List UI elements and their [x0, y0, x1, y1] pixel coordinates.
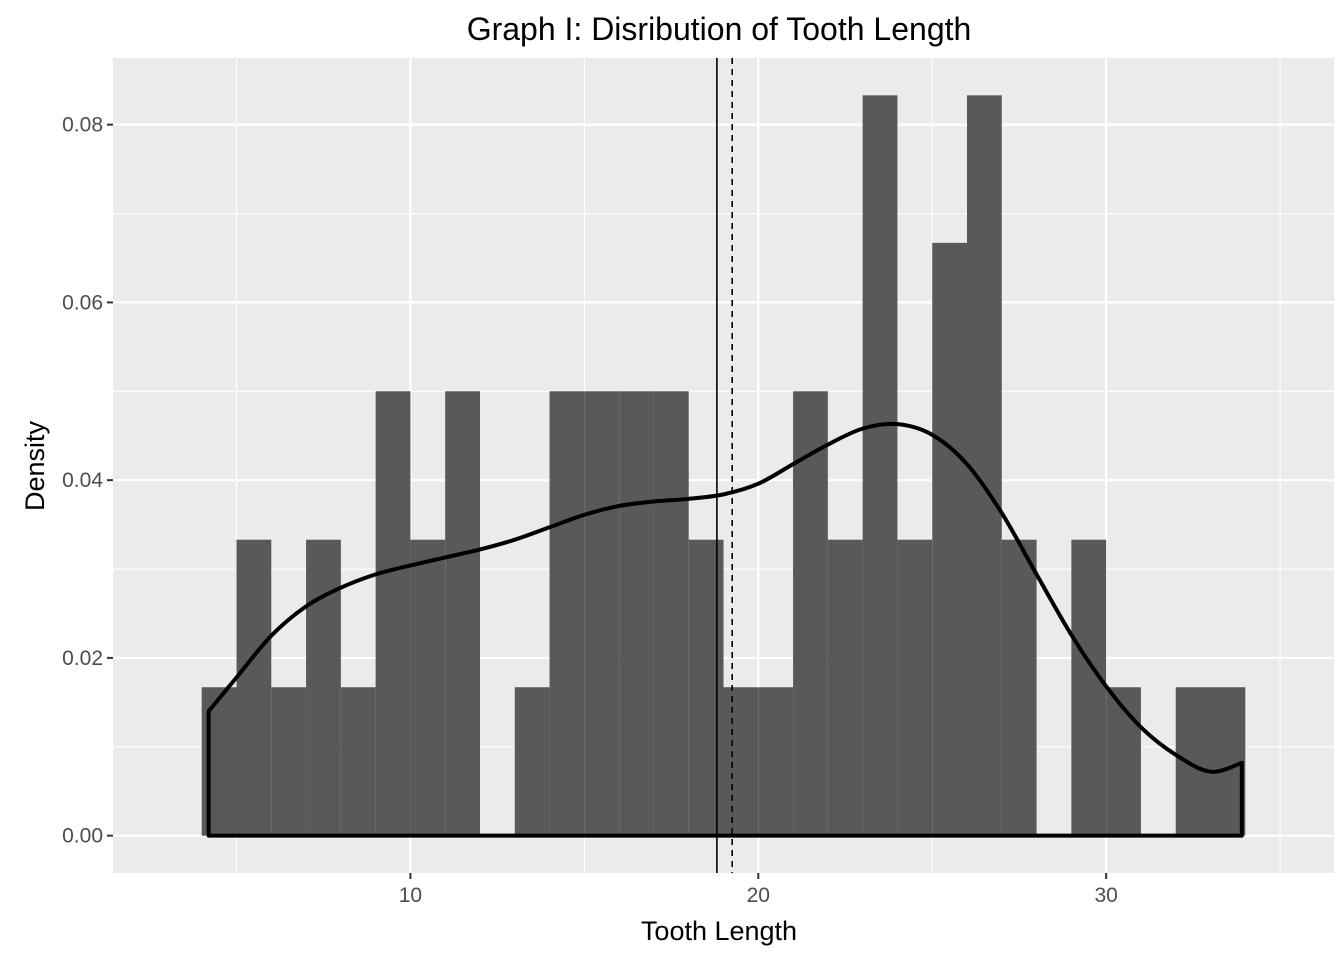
- y-tick-label: 0.02: [62, 647, 103, 670]
- y-axis-label: Density: [20, 420, 50, 511]
- y-tick-label: 0.04: [62, 469, 103, 492]
- histogram-bar: [897, 539, 933, 836]
- y-tick-label: 0.00: [62, 825, 103, 848]
- histogram-bar: [723, 687, 759, 836]
- histogram-bar: [793, 391, 828, 836]
- histogram-bar: [445, 391, 480, 836]
- histogram-bar: [375, 391, 411, 836]
- histogram-bar: [1175, 687, 1211, 836]
- histogram-bar: [653, 391, 689, 836]
- x-tick-label: 30: [1094, 884, 1117, 907]
- histogram-bar: [410, 539, 446, 836]
- histogram-bar: [758, 687, 794, 836]
- histogram-bar: [1001, 539, 1037, 836]
- histogram-bar: [932, 242, 968, 836]
- histogram-bar: [862, 95, 898, 836]
- chart-title: Graph I: Disribution of Tooth Length: [467, 11, 972, 47]
- histogram-bar: [306, 539, 341, 836]
- histogram-bar: [967, 95, 1002, 836]
- x-axis-label: Tooth Length: [641, 916, 797, 946]
- y-tick-label: 0.08: [62, 114, 103, 137]
- histogram-bars: [201, 95, 1246, 836]
- x-axis: 10 20 30: [399, 873, 1118, 907]
- histogram-bar: [271, 687, 307, 836]
- histogram-bar: [584, 391, 620, 836]
- histogram-bar: [340, 687, 376, 836]
- histogram-bar: [619, 391, 654, 836]
- histogram-bar: [1106, 687, 1141, 836]
- histogram-bar: [236, 539, 272, 836]
- density-curve: [206, 421, 1244, 838]
- histogram-bar: [549, 391, 585, 836]
- x-tick-label: 10: [399, 884, 422, 907]
- histogram-bar: [688, 539, 724, 836]
- histogram-bar: [1071, 539, 1107, 836]
- y-axis: 0.00 0.02 0.04 0.06 0.08: [62, 114, 113, 848]
- reference-lines: [716, 58, 733, 873]
- histogram-bar: [514, 687, 550, 836]
- y-tick-label: 0.06: [62, 291, 103, 314]
- histogram-bar: [1210, 687, 1246, 836]
- histogram-bar: [827, 539, 863, 836]
- x-tick-label: 20: [747, 884, 770, 907]
